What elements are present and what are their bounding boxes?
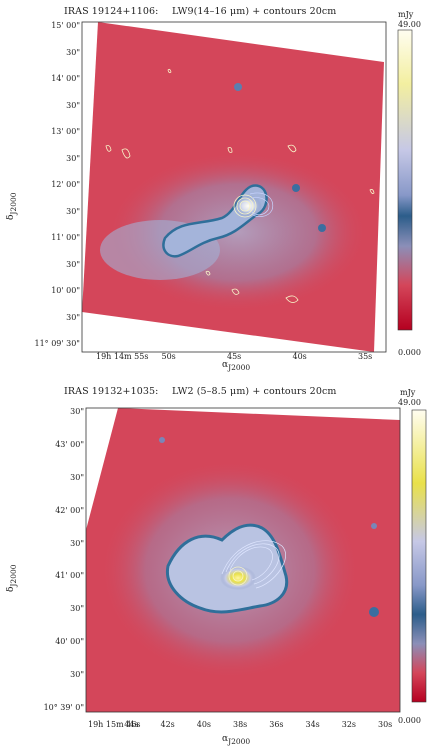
point-source [318,224,326,232]
panel-title-band: LW2 (5–8.5 μm) + contours 20cm [172,386,337,397]
x-tick-label: 50s [161,352,176,361]
x-tick-label: 19h 14m 55s [96,352,149,361]
radio-contours [105,68,375,303]
y-tick-label: 43' 00" [55,439,84,449]
y-tick-label: 30" [70,670,84,680]
y-tick-label: 15' 00" [51,21,80,30]
y-tick-label: 10° 39' 0" [43,703,84,712]
x-tick-label: 30s [378,720,393,729]
y-tick-label: 10' 00" [51,286,80,295]
y-tick-label: 30" [66,259,80,269]
y-tick-label: 30" [66,206,80,216]
sky-map-1 [81,21,413,353]
point-source [369,607,379,617]
panel-title-band: LW9(14–16 μm) + contours 20cm [172,6,337,17]
x-tick-label: 32s [341,720,357,729]
y-tick-label: 30" [66,153,80,163]
y-tick-label: 30" [70,407,84,416]
plot-frame [81,21,387,353]
x-tick-label: 34s [305,720,320,729]
x-tick-label: 45s [227,352,242,361]
colorbar-max: 49.00 [398,398,421,407]
point-source [159,437,165,443]
core-source [234,195,262,217]
colorbar [397,29,413,331]
sky-map-2 [85,407,427,713]
y-tick-label: 30" [70,538,84,548]
x-tick-label: 40s [292,352,307,361]
x-tick-label: 19h 15m 46s [88,720,141,729]
x-axis-label: αJ2000 [222,360,251,372]
x-axis-label: αJ2000 [222,734,251,746]
colorbar-min: 0.000 [398,716,421,725]
panel-title-source: IRAS 19124+1106: [64,6,159,17]
radio-contours-blue [249,192,274,217]
image-panel-iras-19132: IRAS 19132+1035: LW2 (5–8.5 μm) + contou… [0,380,428,748]
x-tick-label: 38s [233,720,248,729]
colorbar-max: 49.00 [398,20,421,29]
y-tick-label: 30" [66,312,80,322]
y-tick-label: 42' 00" [55,505,84,515]
colorbar-unit: mJy [400,388,416,397]
y-tick-label: 11' 00" [51,233,80,242]
x-tick-label: 36s [269,720,284,729]
y-axis-label: δJ2000 [6,192,18,220]
y-tick-label: 41' 00" [55,571,84,581]
image-panel-iras-19124: IRAS 19124+1106: LW9(14–16 μm) + contour… [6,6,421,372]
y-tick-label: 30" [66,47,80,57]
point-source [234,83,242,91]
panel-title-source: IRAS 19132+1035: [64,386,159,397]
radio-contours [228,566,248,586]
colorbar [411,409,427,703]
core-source [220,566,256,590]
y-tick-label: 14' 00" [51,74,80,83]
y-axis-label: δJ2000 [6,564,18,592]
colorbar-unit: mJy [398,10,414,19]
y-tick-label: 30" [70,604,84,614]
y-tick-label: 40' 00" [55,637,84,647]
radio-contours-blue [221,540,286,589]
point-source [371,523,377,529]
x-tick-label: 35s [358,352,373,361]
y-tick-label: 12' 00" [51,180,80,189]
x-tick-label: 42s [160,720,175,729]
point-source [292,184,300,192]
x-tick-label: 44s [124,720,139,729]
y-tick-label: 30" [70,472,84,482]
x-tick-label: 40s [196,720,212,729]
colorbar-min: 0.000 [398,348,421,357]
plot-frame [85,407,401,713]
y-tick-label: 13' 00" [51,127,80,136]
y-tick-label: 11° 09' 30" [34,339,80,348]
y-tick-label: 30" [66,100,80,110]
